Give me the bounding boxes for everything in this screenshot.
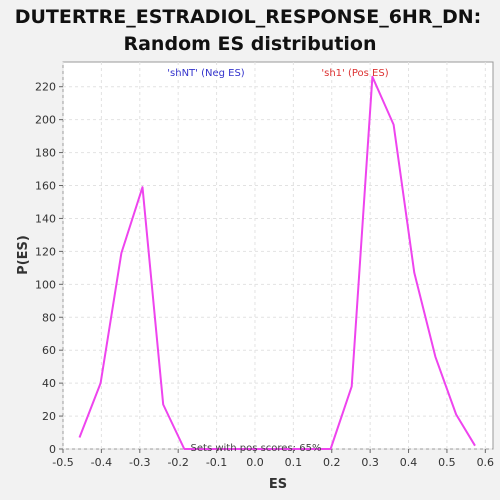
x-tick-label: -0.1	[206, 456, 227, 469]
y-tick-label: 220	[35, 81, 56, 94]
y-tick-label: 140	[35, 212, 56, 225]
y-tick-label: 80	[42, 311, 56, 324]
plot-area	[62, 61, 494, 450]
y-tick-label: 20	[42, 410, 56, 423]
series-line	[78, 75, 476, 450]
x-tick-label: 0.3	[361, 456, 379, 469]
y-tick-label: 0	[49, 443, 56, 456]
x-tick-label: -0.4	[91, 456, 112, 469]
x-tick-label: -0.5	[52, 456, 73, 469]
x-axis-label: ES	[269, 477, 287, 492]
x-tick-label: 0.1	[285, 456, 303, 469]
x-tick-label: 0.6	[477, 456, 495, 469]
chart-title-line2: Random ES distribution	[123, 33, 376, 55]
series-layer	[78, 75, 476, 450]
x-tick-label: 0.4	[400, 456, 418, 469]
y-tick-label: 40	[42, 377, 56, 390]
neg-es-label: 'shNT' (Neg ES)	[167, 68, 245, 79]
pos-scores-footer: Sets with pos scores: 65%	[191, 443, 322, 454]
y-tick-label: 60	[42, 344, 56, 357]
axis-ticks: -0.5 -0.4 -0.3 -0.2 -0.1 0.0 0.1 0.2 0.3 0.4 0.5 0.…	[35, 81, 494, 469]
x-tick-label: 0.2	[323, 456, 341, 469]
grid	[62, 62, 493, 450]
y-axis-label: P(ES)	[16, 235, 31, 275]
y-tick-label: 180	[35, 147, 56, 160]
y-tick-label: 120	[35, 245, 56, 258]
pos-es-label: 'sh1' (Pos ES)	[321, 68, 388, 79]
y-tick-label: 200	[35, 114, 56, 127]
x-tick-label: -0.2	[167, 456, 188, 469]
y-tick-label: 160	[35, 180, 56, 193]
x-tick-label: 0.0	[246, 456, 264, 469]
x-tick-label: -0.3	[129, 456, 150, 469]
chart-title-line1: DUTERTRE_ESTRADIOL_RESPONSE_6HR_DN:	[15, 6, 482, 28]
x-tick-label: 0.5	[438, 456, 456, 469]
y-tick-label: 100	[35, 278, 56, 291]
